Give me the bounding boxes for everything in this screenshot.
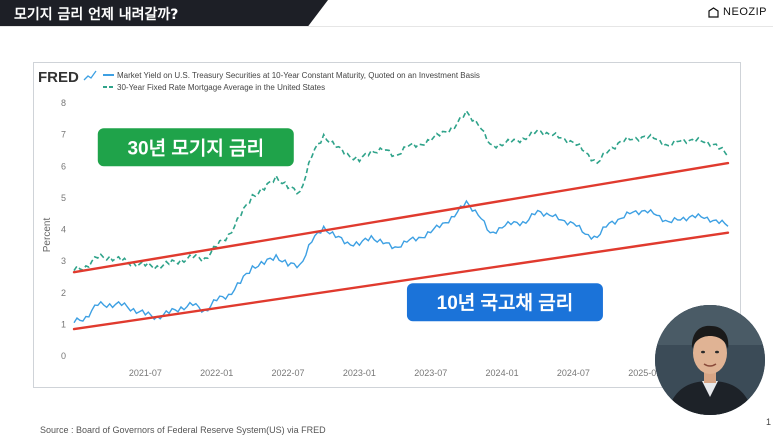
x-tick-label-5: 2024-01 <box>486 368 519 378</box>
fred-logo-graph-icon <box>83 70 97 81</box>
y-axis: 0 1 2 3 4 5 6 7 8 <box>61 98 66 361</box>
source-caption: Source : Board of Governors of Federal R… <box>40 425 326 435</box>
page-number: 1 <box>765 417 771 427</box>
x-tick-label-3: 2023-01 <box>343 368 376 378</box>
annotation-label-0: 30년 모기지 금리 <box>127 137 264 159</box>
y-tick-label-6: 6 <box>61 161 66 171</box>
brand-logo: NEOZIP <box>708 6 767 18</box>
annotation-box-0 <box>97 128 294 167</box>
annotation-box-1 <box>406 283 603 322</box>
x-tick-label-7: 2025-01 <box>628 368 661 378</box>
fred-logo-text: FRED <box>38 69 79 86</box>
x-tick-label-1: 2022-01 <box>200 368 233 378</box>
y-axis-label: Percent <box>42 218 53 253</box>
y-tick-label-8: 8 <box>61 98 66 108</box>
house-icon <box>708 6 719 18</box>
trend-lines <box>72 161 730 331</box>
x-tick-label-2: 2022-07 <box>272 368 305 378</box>
upper-trendline <box>72 161 730 274</box>
annotation-1: 10년 국고채 금리 <box>406 283 603 322</box>
legend-label-0: Market Yield on U.S. Treasury Securities… <box>117 71 480 80</box>
y-tick-label-3: 3 <box>61 256 66 266</box>
chart-series <box>73 109 729 324</box>
chart-annotations: 30년 모기지 금리 10년 국고채 금리 <box>97 128 603 322</box>
y-tick-label-2: 2 <box>61 288 66 298</box>
x-tick-label-6: 2024-07 <box>557 368 590 378</box>
x-tick-label-4: 2023-07 <box>414 368 447 378</box>
slide-title: 모기지 금리 언제 내려갈까? <box>14 7 179 23</box>
top-divider <box>0 26 773 27</box>
legend-label-1: 30-Year Fixed Rate Mortgage Average in t… <box>117 83 325 92</box>
annotation-0: 30년 모기지 금리 <box>97 128 294 167</box>
presenter-webcam <box>655 305 765 415</box>
title-bar <box>0 0 328 26</box>
y-tick-label-1: 1 <box>61 319 66 329</box>
mortgage-rate-line <box>73 109 729 272</box>
annotation-label-1: 10년 국고채 금리 <box>437 292 574 314</box>
fred-chart: Market Yield on U.S. Treasury Securities… <box>38 69 730 378</box>
chart-legend: Market Yield on U.S. Treasury Securities… <box>103 71 480 92</box>
x-tick-label-0: 2021-07 <box>129 368 162 378</box>
brand-name: NEOZIP <box>723 6 767 18</box>
treasury-yield-line <box>73 199 729 324</box>
presenter-avatar <box>655 305 765 415</box>
y-tick-label-4: 4 <box>61 225 66 235</box>
fred-chart-frame: Market Yield on U.S. Treasury Securities… <box>33 62 741 388</box>
y-tick-label-0: 0 <box>61 351 66 361</box>
lower-trendline <box>72 231 730 331</box>
y-tick-label-5: 5 <box>61 193 66 203</box>
x-axis: 2021-07 2022-01 2022-07 2023-01 2023-07 2024-… <box>129 368 661 378</box>
y-tick-label-7: 7 <box>61 130 66 140</box>
